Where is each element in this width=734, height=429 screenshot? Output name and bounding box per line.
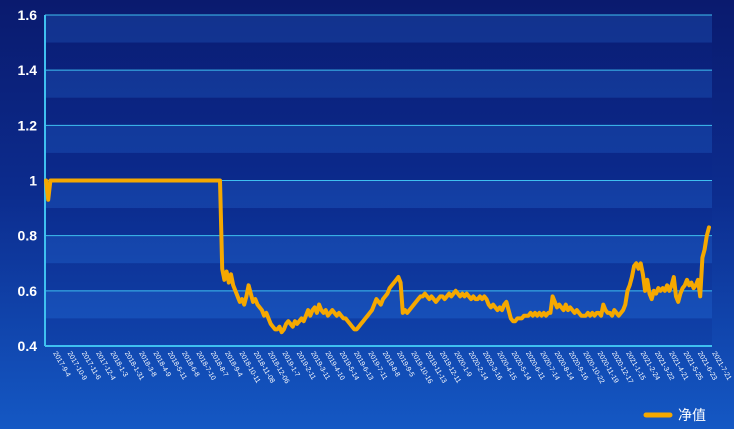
x-tick-labels: 2017-9-42017-10-92017-11-62017-12-42018-… <box>51 351 732 386</box>
series-line-净值 <box>44 178 711 335</box>
y-tick-label: 1.6 <box>18 7 38 23</box>
plot-band <box>45 70 712 98</box>
plot-band <box>45 15 712 43</box>
plot-band <box>45 263 712 291</box>
plot-band <box>45 97 712 126</box>
plot-band <box>45 180 712 209</box>
y-tick-label: 0.6 <box>18 283 38 299</box>
series-layer <box>44 178 711 335</box>
plot-band <box>45 318 712 346</box>
plot-area <box>45 15 712 346</box>
y-tick-label: 1.2 <box>18 117 38 133</box>
y-tick-label: 1 <box>29 173 37 189</box>
plot-band <box>45 125 712 153</box>
y-tick-labels: 0.4 0.6 0.8 1 1.2 1.4 1.6 <box>18 7 38 354</box>
y-tick-label: 0.4 <box>18 338 38 354</box>
y-tick-label: 1.4 <box>18 62 38 78</box>
legend-label: 净值 <box>678 408 706 424</box>
plot-band <box>45 152 712 181</box>
y-tick-label: 0.8 <box>18 228 38 244</box>
plot-band <box>45 42 712 71</box>
plot-band <box>45 235 712 264</box>
legend: 净值 <box>643 408 706 424</box>
plot-band <box>45 208 712 236</box>
